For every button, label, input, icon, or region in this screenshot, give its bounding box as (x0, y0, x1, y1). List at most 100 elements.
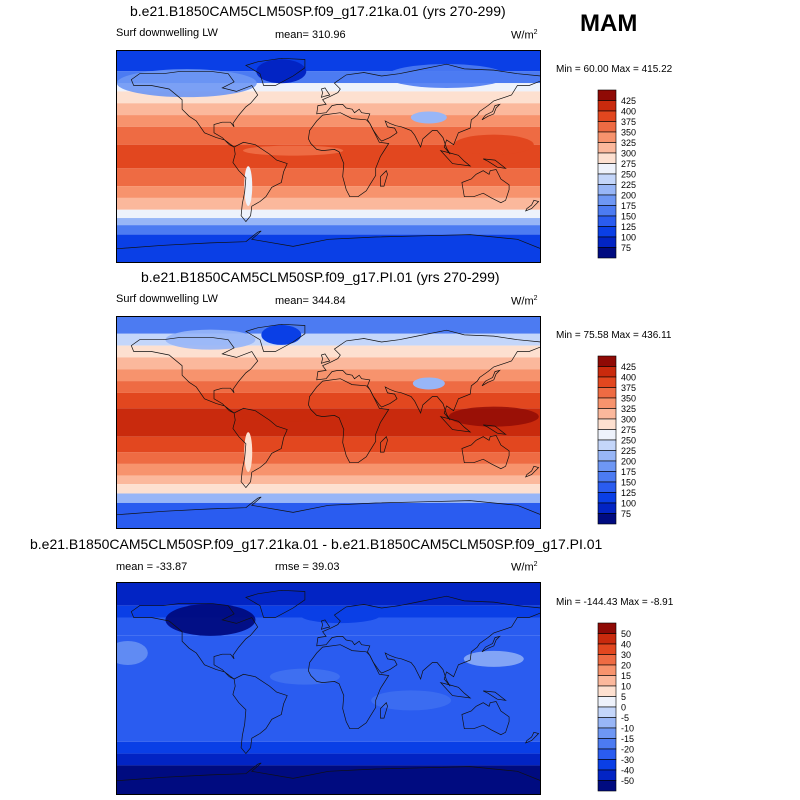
colorbar2-tick-label: 425 (621, 362, 636, 372)
map3-anomaly-region (300, 607, 381, 624)
colorbar1-box (597, 236, 617, 248)
colorbar1-tick-label: 150 (621, 212, 636, 222)
map2-anomaly-region (244, 432, 253, 473)
colorbar1-box (597, 89, 617, 101)
panel3-title: b.e21.B1850CAM5CLM50SP.f09_g17.21ka.01 -… (30, 536, 603, 552)
map3-band (116, 753, 541, 766)
map2-band (116, 484, 541, 494)
map3-band (116, 765, 541, 795)
map1-coastline (439, 149, 472, 167)
colorbar1-tick-label: 175 (621, 201, 636, 211)
map3-frame (116, 582, 541, 795)
map1-anomaly-region (243, 145, 344, 156)
map2-band (116, 502, 541, 529)
map2-band (116, 392, 541, 409)
map2-band (116, 345, 541, 358)
colorbar2-box (597, 408, 617, 420)
colorbar2-box (597, 397, 617, 409)
panel1-minmax: Min = 60.00 Max = 415.22 (556, 64, 673, 75)
colorbar2-box (597, 429, 617, 441)
panel2-units: W/m2 (511, 295, 538, 308)
map2-coastline (461, 435, 510, 470)
colorbar3-tick-label: 10 (621, 682, 631, 692)
colorbar1-tick-label: 350 (621, 128, 636, 138)
map1-band (116, 218, 541, 226)
colorbar1-box (597, 184, 617, 196)
map2-coastline (308, 378, 390, 464)
colorbar3-box (597, 654, 617, 666)
map3-coastline (245, 589, 306, 618)
colorbar1-box (597, 100, 617, 112)
map2-anomaly-region (412, 377, 445, 390)
map1-coastline (232, 141, 288, 223)
colorbar3-box (597, 643, 617, 655)
colorbar3-box (597, 622, 617, 634)
map2-band (116, 316, 541, 334)
colorbar2-tick-label: 200 (621, 457, 636, 467)
map1-anomaly-region (453, 134, 534, 155)
map1-coastline (461, 169, 510, 204)
colorbar3-box (597, 748, 617, 760)
colorbar1-box (597, 142, 617, 154)
panel3-rmse-label: rmse = 39.03 (275, 561, 340, 573)
map2-band (116, 493, 541, 503)
colorbar3-tick-label: 40 (621, 640, 631, 650)
map3-coastline (525, 731, 540, 744)
map2-coastline (116, 496, 541, 529)
colorbar3-tick-label: 50 (621, 629, 631, 639)
colorbar2-tick-label: 350 (621, 394, 636, 404)
map3-coastline (130, 602, 259, 680)
colorbar2-box (597, 439, 617, 451)
map2-coastline (439, 415, 472, 433)
map2-coastline (320, 353, 331, 364)
map2-anomaly-region (448, 406, 539, 427)
map2-coastline (525, 465, 540, 478)
panel3-mean-label: mean = -33.87 (116, 561, 188, 573)
map2-coastline (380, 436, 388, 453)
colorbar3-tick-label: -20 (621, 745, 634, 755)
panel1-mean-label: mean= 310.96 (275, 29, 346, 41)
colorbar2-box (597, 450, 617, 462)
map2-coastline (130, 336, 259, 414)
map3-coastline (439, 681, 472, 699)
map1-coastline (245, 57, 306, 86)
panel3-units: W/m2 (511, 561, 538, 574)
colorbar3-tick-label: 20 (621, 661, 631, 671)
panel2-title: b.e21.B1850CAM5CLM50SP.f09_g17.PI.01 (yr… (141, 269, 500, 285)
map1-anomaly-region (410, 111, 447, 124)
colorbar1-tick-label: 325 (621, 138, 636, 148)
panel2-mean-label: mean= 344.84 (275, 295, 346, 307)
map1-anomaly-region (116, 69, 257, 98)
colorbar1-tick-label: 100 (621, 233, 636, 243)
map2-band (116, 475, 541, 485)
map1-coastline (116, 230, 541, 263)
map1-coastline (130, 70, 259, 148)
panel3-minmax: Min = -144.43 Max = -8.91 (556, 597, 674, 608)
map3-coastline (483, 690, 507, 701)
colorbar2-tick-label: 250 (621, 436, 636, 446)
colorbar2-tick-label: 275 (621, 425, 636, 435)
map3-band (116, 582, 541, 606)
colorbar3-box (597, 685, 617, 697)
colorbar3-tick-label: 5 (621, 692, 626, 702)
map2-band (116, 436, 541, 453)
colorbar2-tick-label: 125 (621, 488, 636, 498)
colorbar2-tick-label: 400 (621, 373, 636, 383)
colorbar1-tick-label: 225 (621, 180, 636, 190)
colorbar1-box (597, 163, 617, 175)
colorbar1-tick-label: 425 (621, 96, 636, 106)
map3-anomaly-region (463, 650, 524, 667)
panel2-colorbar: 7510012515017520022525027530032535037540… (597, 355, 636, 525)
colorbar2-box (597, 471, 617, 483)
colorbar1-tick-label: 400 (621, 107, 636, 117)
map3-anomaly-region (371, 690, 452, 711)
colorbar2-tick-label: 150 (621, 478, 636, 488)
colorbar2-box (597, 387, 617, 399)
map2-band (116, 463, 541, 476)
map1-coastline (316, 63, 541, 155)
map3-coastline (232, 673, 288, 755)
map2-coastline (316, 329, 541, 421)
colorbar2-box (597, 355, 617, 367)
colorbar3-box (597, 706, 617, 718)
